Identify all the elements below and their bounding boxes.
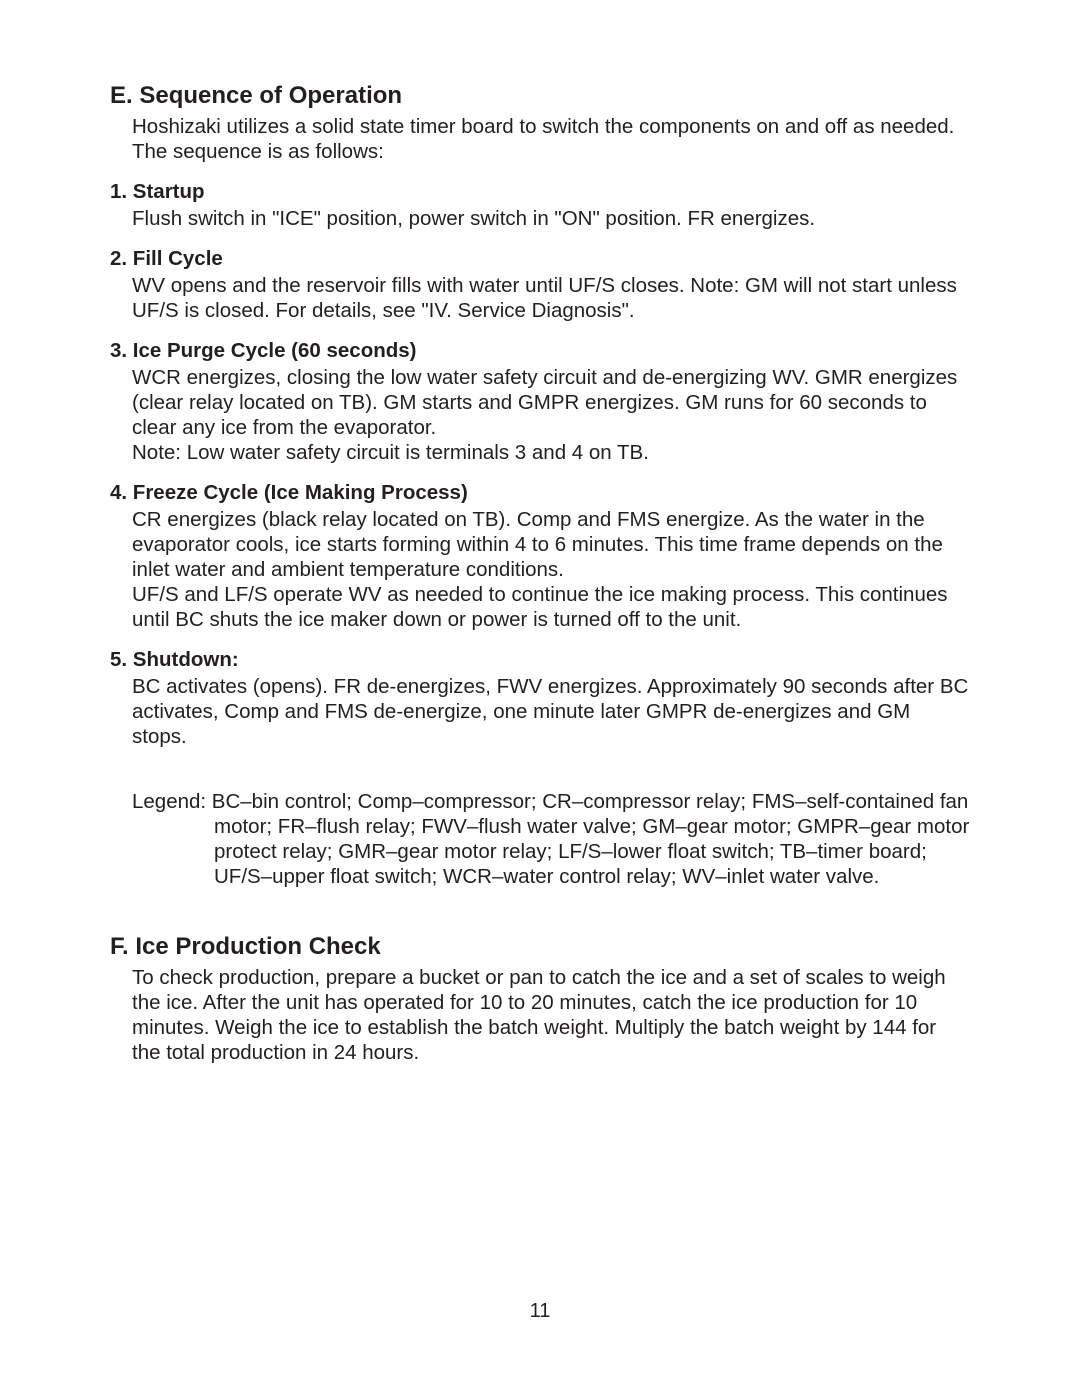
item-2-title: 2. Fill Cycle xyxy=(110,247,970,271)
item-3-title: 3. Ice Purge Cycle (60 seconds) xyxy=(110,339,970,363)
section-f-body: To check production, prepare a bucket or… xyxy=(132,965,970,1065)
item-3-body: WCR energizes, closing the low water saf… xyxy=(132,365,970,465)
item-1-title: 1. Startup xyxy=(110,180,970,204)
document-page: E. Sequence of Operation Hoshizaki utili… xyxy=(0,0,1080,1397)
item-5-body: BC activates (opens). FR de-energizes, F… xyxy=(132,674,970,749)
section-e-heading: E. Sequence of Operation xyxy=(110,82,970,110)
section-e-intro: Hoshizaki utilizes a solid state timer b… xyxy=(132,114,970,164)
item-2-body: WV opens and the reservoir fills with wa… xyxy=(132,273,970,323)
item-5-title: 5. Shutdown: xyxy=(110,648,970,672)
item-4-body: CR energizes (black relay located on TB)… xyxy=(132,507,970,632)
item-4-title: 4. Freeze Cycle (Ice Making Process) xyxy=(110,481,970,505)
item-1-body: Flush switch in "ICE" position, power sw… xyxy=(132,206,970,231)
legend-text: Legend: BC–bin control; Comp–compressor;… xyxy=(132,789,970,889)
section-f-heading: F. Ice Production Check xyxy=(110,933,970,961)
page-number: 11 xyxy=(0,1300,1080,1323)
